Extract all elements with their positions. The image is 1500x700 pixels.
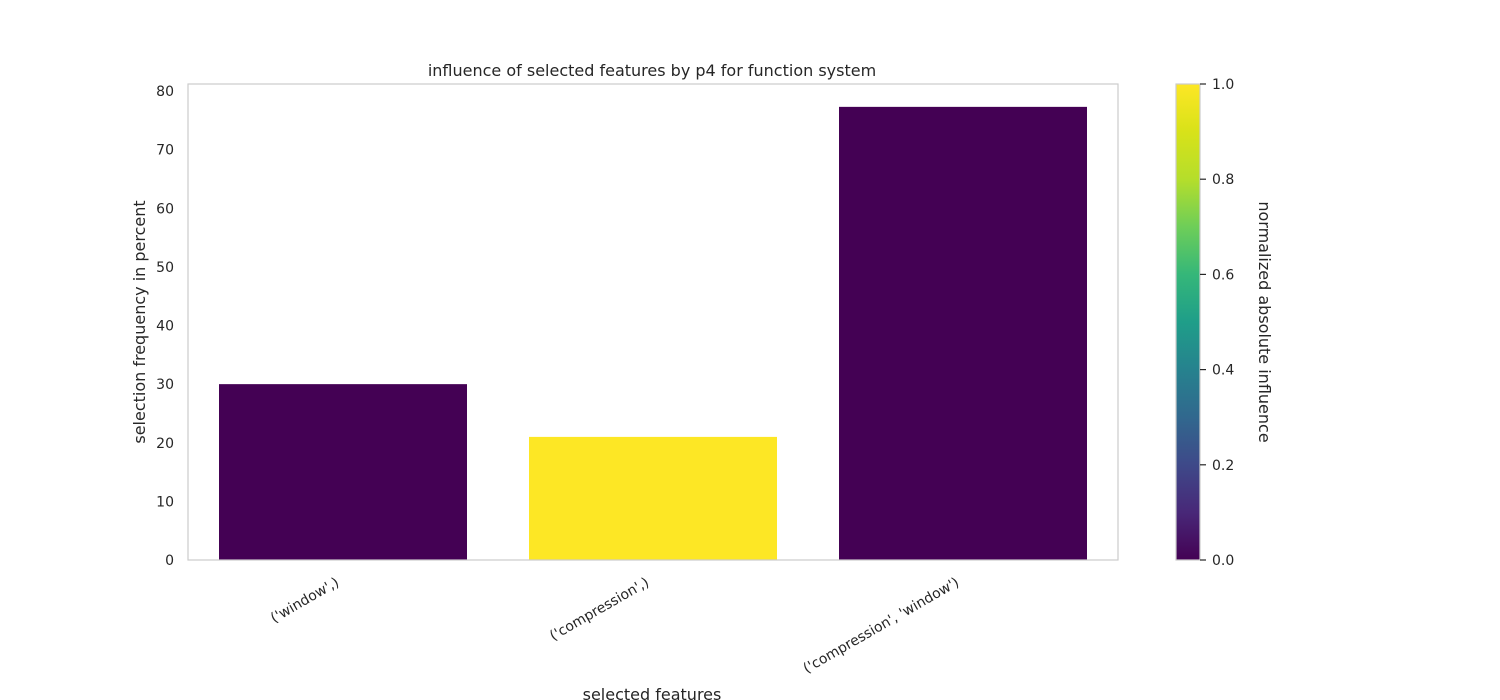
x-tick-label: ('window',) — [268, 575, 342, 627]
bar-2 — [839, 106, 1087, 561]
y-tick-label: 10 — [156, 494, 174, 510]
y-ticks: 0 10 20 30 40 50 60 70 80 — [156, 84, 174, 569]
chart-title: influence of selected features by p4 for… — [428, 61, 876, 80]
colorbar-tick-label: 1.0 — [1212, 77, 1234, 93]
bar-1 — [529, 436, 777, 560]
colorbar-tick-label: 0.6 — [1212, 267, 1234, 283]
y-tick-label: 30 — [156, 377, 174, 393]
x-ticks: ('window',) ('compression',) ('compression… — [268, 575, 962, 677]
y-tick-label: 80 — [156, 84, 174, 100]
bars — [219, 106, 1087, 561]
plot-frame — [187, 83, 1119, 561]
y-axis-label: selection frequency in percent — [130, 200, 149, 443]
y-tick-label: 50 — [156, 260, 174, 276]
colorbar-ticks: 0.0 0.2 0.4 0.6 0.8 1.0 — [1200, 77, 1234, 569]
y-tick-label: 40 — [156, 319, 174, 335]
y-tick-label: 60 — [156, 201, 174, 217]
colorbar-label: normalized absolute influence — [1255, 201, 1274, 442]
colorbar — [1175, 83, 1201, 561]
x-axis-label: selected features — [583, 685, 722, 700]
colorbar-tick-label: 0.0 — [1212, 553, 1234, 569]
bar-0 — [219, 384, 467, 560]
colorbar-tick-label: 0.4 — [1212, 363, 1234, 379]
x-tick-label: ('compression', 'window') — [801, 575, 962, 677]
colorbar-tick-label: 0.8 — [1212, 172, 1234, 188]
y-tick-label: 0 — [165, 553, 174, 569]
colorbar-tick-label: 0.2 — [1212, 458, 1234, 474]
y-tick-label: 20 — [156, 436, 174, 452]
y-tick-label: 70 — [156, 143, 174, 159]
x-tick-label: ('compression',) — [547, 575, 652, 645]
